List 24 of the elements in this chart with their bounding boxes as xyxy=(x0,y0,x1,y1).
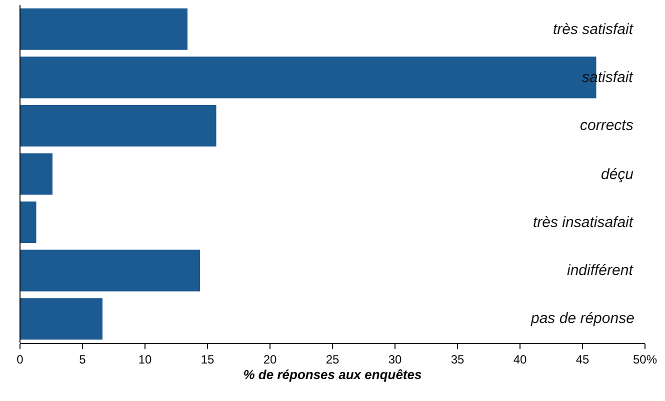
y-tick-label: très insatisafait xyxy=(533,214,634,231)
x-tick-label: 5 xyxy=(79,352,86,366)
x-tick-label: 35 xyxy=(450,352,464,366)
x-tick-label: 50% xyxy=(632,352,658,366)
bar xyxy=(20,298,102,340)
y-tick-label: indifférent xyxy=(567,262,634,279)
x-tick-label: 15 xyxy=(200,352,214,366)
bar xyxy=(20,104,216,146)
x-tick-label: 0 xyxy=(16,352,24,366)
x-tick-label: 25 xyxy=(326,352,340,366)
y-tick-label: très satisfait xyxy=(553,21,634,38)
y-tick-label: corrects xyxy=(580,117,634,134)
bar xyxy=(20,8,188,50)
y-tick-label: pas de réponse xyxy=(530,310,634,327)
bar xyxy=(20,153,52,195)
bar xyxy=(20,250,200,292)
y-tick-label: déçu xyxy=(601,166,634,183)
x-tick-label: 10 xyxy=(138,352,152,366)
x-tick-label: 20 xyxy=(263,352,277,366)
bar xyxy=(20,202,36,244)
x-axis-title: % de réponses aux enquêtes xyxy=(243,367,422,382)
x-tick-label: 30 xyxy=(388,352,402,366)
x-tick-label: 40 xyxy=(513,352,527,366)
x-tick-label: 45 xyxy=(576,352,590,366)
